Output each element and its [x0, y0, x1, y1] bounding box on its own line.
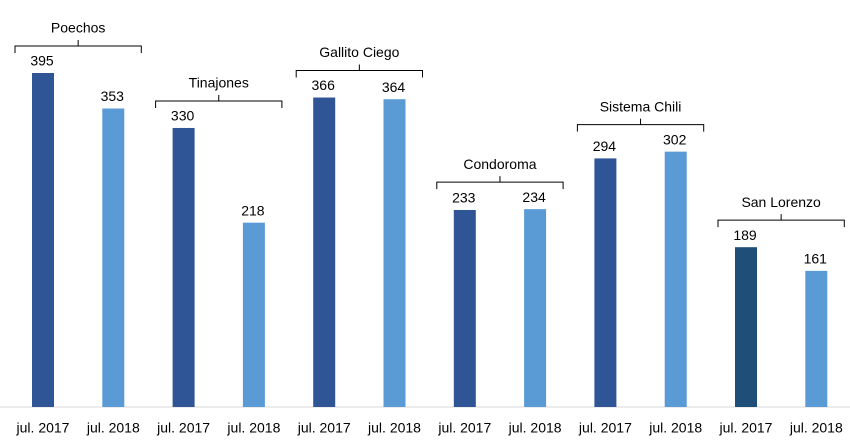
- x-tick-label: jul. 2018: [367, 420, 421, 436]
- group-bracket: [436, 176, 564, 190]
- x-tick-label: jul. 2018: [226, 420, 280, 436]
- bar: [172, 127, 195, 407]
- value-label: 234: [522, 189, 546, 205]
- x-tick-label: jul. 2018: [508, 420, 562, 436]
- x-tick-label: jul. 2018: [648, 420, 702, 436]
- group-bracket: [576, 118, 705, 132]
- x-tick-label: jul. 2017: [156, 420, 210, 436]
- x-tick-label: jul. 2017: [578, 420, 632, 436]
- value-label: 364: [382, 79, 406, 95]
- x-tick-label: jul. 2017: [719, 420, 773, 436]
- value-label: 330: [171, 108, 195, 124]
- x-tick-label: jul. 2017: [297, 420, 351, 436]
- value-label: 302: [663, 131, 687, 147]
- value-label: 353: [101, 88, 125, 104]
- bar: [664, 151, 687, 407]
- group-bracket: [14, 40, 142, 53]
- bar: [383, 99, 406, 408]
- x-tick-label: jul. 2017: [16, 420, 70, 436]
- bar: [242, 222, 265, 407]
- x-tick-label: jul. 2017: [437, 420, 491, 436]
- value-label: 161: [804, 251, 828, 267]
- value-label: 233: [452, 190, 476, 206]
- group-label: Poechos: [51, 20, 105, 36]
- value-label: 218: [241, 202, 265, 218]
- value-label: 395: [30, 53, 54, 69]
- group-label: Sistema Chili: [600, 98, 682, 114]
- value-label: 189: [733, 227, 757, 243]
- group-label: Condoroma: [463, 156, 536, 172]
- x-tick-label: jul. 2018: [86, 420, 140, 436]
- group-bracket: [155, 94, 283, 108]
- bar: [594, 158, 617, 407]
- bar: [453, 209, 476, 407]
- x-tick-label: jul. 2018: [789, 420, 843, 436]
- bar: [805, 270, 828, 407]
- bar: [735, 247, 757, 407]
- bar: [313, 97, 336, 408]
- value-label: 366: [312, 77, 336, 93]
- group-label: San Lorenzo: [741, 194, 821, 210]
- bar: [102, 108, 125, 408]
- group-label: Gallito Ciego: [319, 44, 399, 60]
- group-bracket: [717, 214, 845, 228]
- group-bracket: [295, 64, 423, 78]
- value-label: 294: [593, 138, 617, 154]
- group-label: Tinajones: [189, 75, 249, 91]
- bar: [524, 209, 547, 407]
- bar: [32, 73, 54, 407]
